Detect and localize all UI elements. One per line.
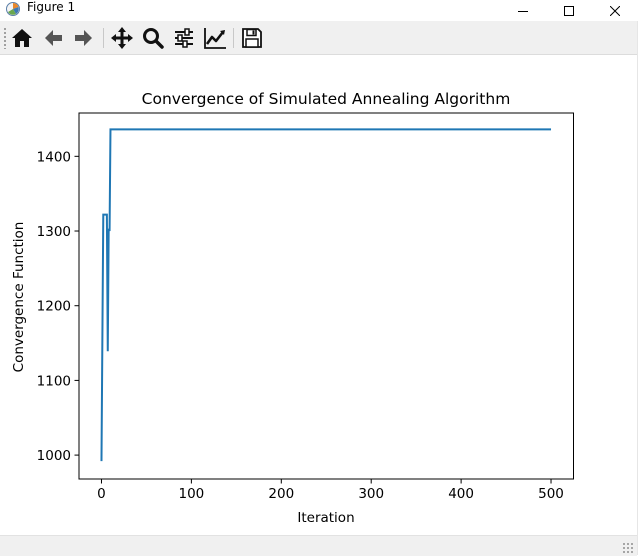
y-tick-label: 1400 xyxy=(37,149,71,165)
minimize-button[interactable] xyxy=(500,0,546,21)
x-tick-label: 200 xyxy=(268,486,294,502)
y-tick-label: 1100 xyxy=(37,373,71,389)
close-icon xyxy=(610,5,620,16)
toolbar-grip[interactable] xyxy=(3,27,7,49)
move-arrows-icon xyxy=(111,27,133,49)
forward-button[interactable] xyxy=(70,24,98,52)
matplotlib-figure-icon xyxy=(6,2,20,16)
arrow-right-icon xyxy=(75,30,92,46)
zoom-button[interactable] xyxy=(139,24,167,52)
magnifier-icon xyxy=(143,28,164,49)
home-button[interactable] xyxy=(8,24,36,52)
window-title: Figure 1 xyxy=(27,0,76,14)
line-chart-icon xyxy=(204,28,226,49)
x-tick-label: 500 xyxy=(538,486,564,502)
navigation-toolbar xyxy=(0,21,637,55)
back-button[interactable] xyxy=(39,24,67,52)
x-tick-label: 400 xyxy=(448,486,474,502)
pan-button[interactable] xyxy=(108,24,136,52)
y-tick-label: 1000 xyxy=(37,448,71,464)
series-line xyxy=(100,128,552,462)
maximize-button[interactable] xyxy=(546,0,592,21)
x-axis: 0 100 200 300 400 500 xyxy=(97,479,564,502)
title-bar: Figure 1 xyxy=(0,0,643,21)
minimize-icon xyxy=(518,10,528,12)
maximize-icon xyxy=(564,5,574,16)
resize-grip[interactable] xyxy=(622,542,634,554)
close-button[interactable] xyxy=(592,0,638,21)
arrow-left-icon xyxy=(45,30,62,46)
axes-frame xyxy=(78,112,574,480)
y-tick-label: 1300 xyxy=(37,224,71,240)
x-tick-label: 0 xyxy=(97,486,106,502)
x-tick-label: 300 xyxy=(358,486,384,502)
toolbar-separator xyxy=(103,28,104,48)
floppy-disk-icon xyxy=(242,28,262,48)
chart-title: Convergence of Simulated Annealing Algor… xyxy=(142,90,511,108)
sliders-icon xyxy=(175,28,193,48)
home-icon xyxy=(12,29,32,47)
toolbar-separator xyxy=(233,28,234,48)
x-axis-label: Iteration xyxy=(297,510,354,526)
subplots-button[interactable] xyxy=(170,24,198,52)
figure-canvas[interactable]: Convergence of Simulated Annealing Algor… xyxy=(0,55,637,535)
edit-axis-button[interactable] xyxy=(201,24,229,52)
y-axis-label: Convergence Function xyxy=(11,222,27,373)
y-tick-label: 1200 xyxy=(37,299,71,315)
y-axis: 1000 1100 1200 1300 1400 xyxy=(37,149,79,464)
save-button[interactable] xyxy=(238,24,266,52)
status-bar xyxy=(0,535,637,556)
x-tick-label: 100 xyxy=(178,486,204,502)
window-edge xyxy=(637,21,643,555)
